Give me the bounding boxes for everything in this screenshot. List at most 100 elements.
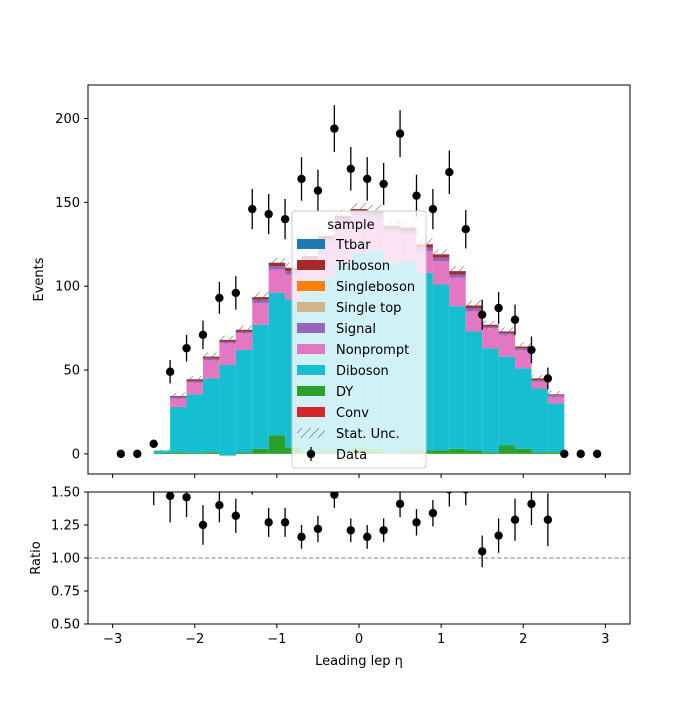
bar-diboson: [515, 368, 532, 449]
stat-unc-band: [170, 392, 187, 400]
bar-diboson: [498, 356, 516, 446]
ratio-point: [149, 290, 157, 298]
stat-unc-band: [531, 375, 548, 382]
legend-label: Triboson: [335, 259, 390, 274]
data-point: [165, 367, 175, 376]
bar-diboson: [252, 324, 269, 449]
data-point: [576, 449, 585, 459]
bar-dy: [252, 448, 269, 454]
bar-diboson: [153, 450, 171, 454]
ratio-point: [313, 524, 323, 534]
bar-dy: [482, 452, 499, 454]
bar-diboson: [547, 403, 565, 453]
bar-nonprompt: [202, 359, 220, 379]
bar-diboson: [202, 378, 220, 453]
data-point: [297, 174, 306, 184]
bar-diboson: [465, 331, 483, 451]
ratio-point: [198, 520, 208, 530]
legend-swatch-single-top: [297, 302, 325, 312]
data-point: [412, 191, 421, 200]
legend-frame: [291, 210, 427, 469]
bar-dy: [186, 453, 203, 454]
data-point: [363, 174, 372, 184]
bar-diboson: [219, 365, 236, 456]
bar-nonprompt: [531, 381, 548, 389]
bar-signal: [268, 266, 286, 270]
bar-diboson: [432, 284, 450, 451]
top-y-tick-label: 50: [63, 364, 80, 379]
ratio-point: [412, 518, 421, 527]
bar-nonprompt: [186, 382, 203, 395]
data-point: [215, 293, 224, 303]
bar-dy: [235, 452, 253, 454]
bottom-x-tick-label: −3: [103, 632, 122, 647]
ratio-point: [527, 499, 536, 509]
bar-nonprompt: [432, 261, 450, 285]
stat-unc-band: [432, 249, 450, 260]
ratio-point: [510, 515, 520, 524]
ratio-point: [494, 531, 503, 540]
bar-dy: [153, 453, 171, 454]
stat-unc-band: [219, 335, 236, 345]
data-point: [428, 204, 438, 214]
stat-unc-band: [186, 375, 203, 383]
legend-swatch-ttbar: [297, 239, 325, 249]
bottom-x-tick-label: 1: [437, 632, 445, 647]
bar-dy: [202, 452, 220, 454]
data-point: [510, 315, 520, 324]
ratio-point: [477, 547, 487, 556]
stat-unc-band: [465, 300, 483, 311]
bar-dy: [498, 445, 516, 454]
data-point: [494, 303, 503, 313]
legend-swatch-conv: [297, 407, 325, 417]
stat-unc-band: [252, 292, 269, 303]
stat-unc-band: [498, 327, 516, 336]
data-point: [395, 129, 405, 138]
stat-unc-band: [350, 203, 368, 215]
bar-nonprompt: [515, 349, 532, 369]
stat-unc-band: [153, 449, 171, 452]
bottom-x-tick-label: −2: [185, 632, 204, 647]
data-point: [346, 164, 355, 174]
bottom-y-tick-label: 1.25: [51, 519, 80, 534]
bottom-y-tick-label: 1.50: [51, 486, 80, 501]
ratio-point: [395, 499, 405, 509]
legend-label: Singleboson: [336, 280, 415, 295]
top-y-axis-label: Events: [32, 257, 47, 301]
ratio-panel: −3 −2 −1 0 1 2 3 0.50 0.75 1.00 1.25 1.50 Ratio Leadi…: [29, 290, 631, 669]
bar-nonprompt: [547, 396, 565, 404]
legend-label: Stat. Unc.: [336, 427, 400, 442]
ratio-point: [346, 526, 355, 535]
bar-nonprompt: [449, 277, 466, 307]
bar-dy: [531, 452, 548, 454]
ratio-point: [231, 511, 241, 520]
ratio-y-axis-label: Ratio: [29, 541, 44, 574]
legend-swatch-diboson: [297, 365, 325, 375]
ratio-point: [280, 518, 290, 527]
data-point: [592, 449, 602, 459]
x-axis-label: Leading lep η: [315, 654, 403, 669]
top-y-tick-label: 100: [55, 280, 80, 295]
top-y-tick-label: 0: [72, 447, 80, 462]
data-point: [477, 310, 487, 319]
bar-nonprompt: [482, 328, 499, 349]
legend-label: Conv: [336, 406, 369, 421]
data-point: [264, 209, 273, 219]
legend-swatch-singleboson: [297, 281, 325, 291]
data-point: [527, 345, 536, 355]
bottom-y-tick-label: 0.75: [51, 585, 80, 600]
legend-swatch-data: [306, 449, 316, 459]
top-y-tick-label: 200: [55, 112, 80, 127]
legend-label: Signal: [336, 322, 376, 337]
data-point: [182, 344, 191, 353]
legend: sample Ttbar Triboson Singleboson Single to…: [291, 210, 427, 469]
bar-diboson: [449, 306, 466, 449]
legend-label: Data: [336, 448, 367, 463]
data-point: [445, 167, 454, 177]
bar-diboson: [170, 406, 187, 453]
bar-dy: [432, 450, 450, 454]
legend-swatch-triboson: [297, 260, 325, 270]
bottom-x-tick-label: −1: [267, 632, 286, 647]
